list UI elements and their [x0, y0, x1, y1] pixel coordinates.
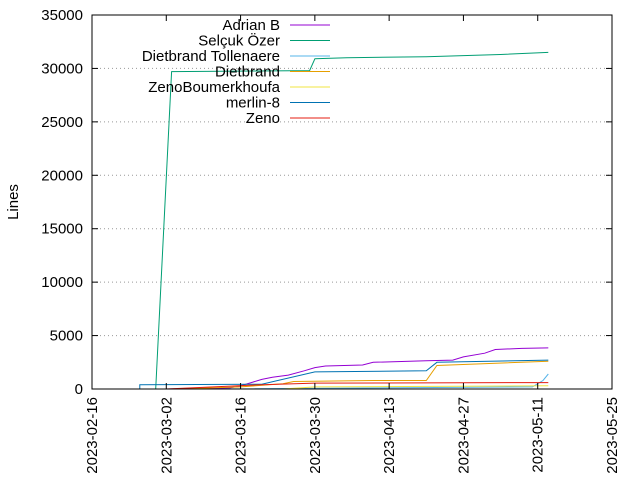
y-tick-label: 35000: [41, 7, 83, 24]
series-line-3: [176, 360, 549, 390]
y-tick-label: 15000: [41, 221, 83, 238]
x-tick-label: 2023-05-25: [604, 397, 621, 474]
y-tick-label: 25000: [41, 114, 83, 131]
legend-label: ZenoBoumerkhoufa: [148, 79, 280, 96]
series-line-1: [155, 51, 549, 390]
y-tick-label: 20000: [41, 167, 83, 184]
legend-label: Adrian B: [222, 17, 280, 34]
plot-frame: [91, 14, 613, 390]
legend-label: merlin-8: [226, 95, 280, 112]
series-lines: [139, 51, 549, 390]
x-tick-label: 2023-04-13: [381, 397, 398, 474]
x-tick-label: 2023-03-16: [233, 397, 250, 474]
y-tick-label: 10000: [41, 274, 83, 291]
x-tick-label: 2023-05-11: [530, 397, 547, 473]
legend-label: Dietbrand: [215, 64, 280, 81]
grid-lines: [92, 67, 612, 337]
series-line-5: [139, 359, 549, 389]
x-tick-label: 2023-04-27: [455, 397, 472, 474]
y-axis: 0 5000 10000 15000 20000 25000 30000 35000: [41, 7, 612, 398]
series-line-6: [166, 382, 549, 390]
legend-label: Selçuk Özer: [198, 32, 280, 50]
y-tick-label: 5000: [50, 328, 83, 345]
legend-label: Dietbrand Tollenaere: [142, 48, 280, 65]
x-tick-label: 2023-03-30: [307, 397, 324, 474]
x-tick-label: 2023-03-02: [158, 397, 175, 474]
x-tick-label: 2023-02-16: [84, 397, 101, 474]
legend-label: Zeno: [246, 110, 280, 127]
y-tick-label: 30000: [41, 60, 83, 77]
series-line-0: [166, 347, 549, 390]
y-tick-label: 0: [75, 381, 83, 398]
y-axis-label: Lines: [5, 184, 22, 220]
x-axis: 2023-02-16 2023-03-02 2023-03-16 2023-03-30…: [84, 15, 621, 474]
